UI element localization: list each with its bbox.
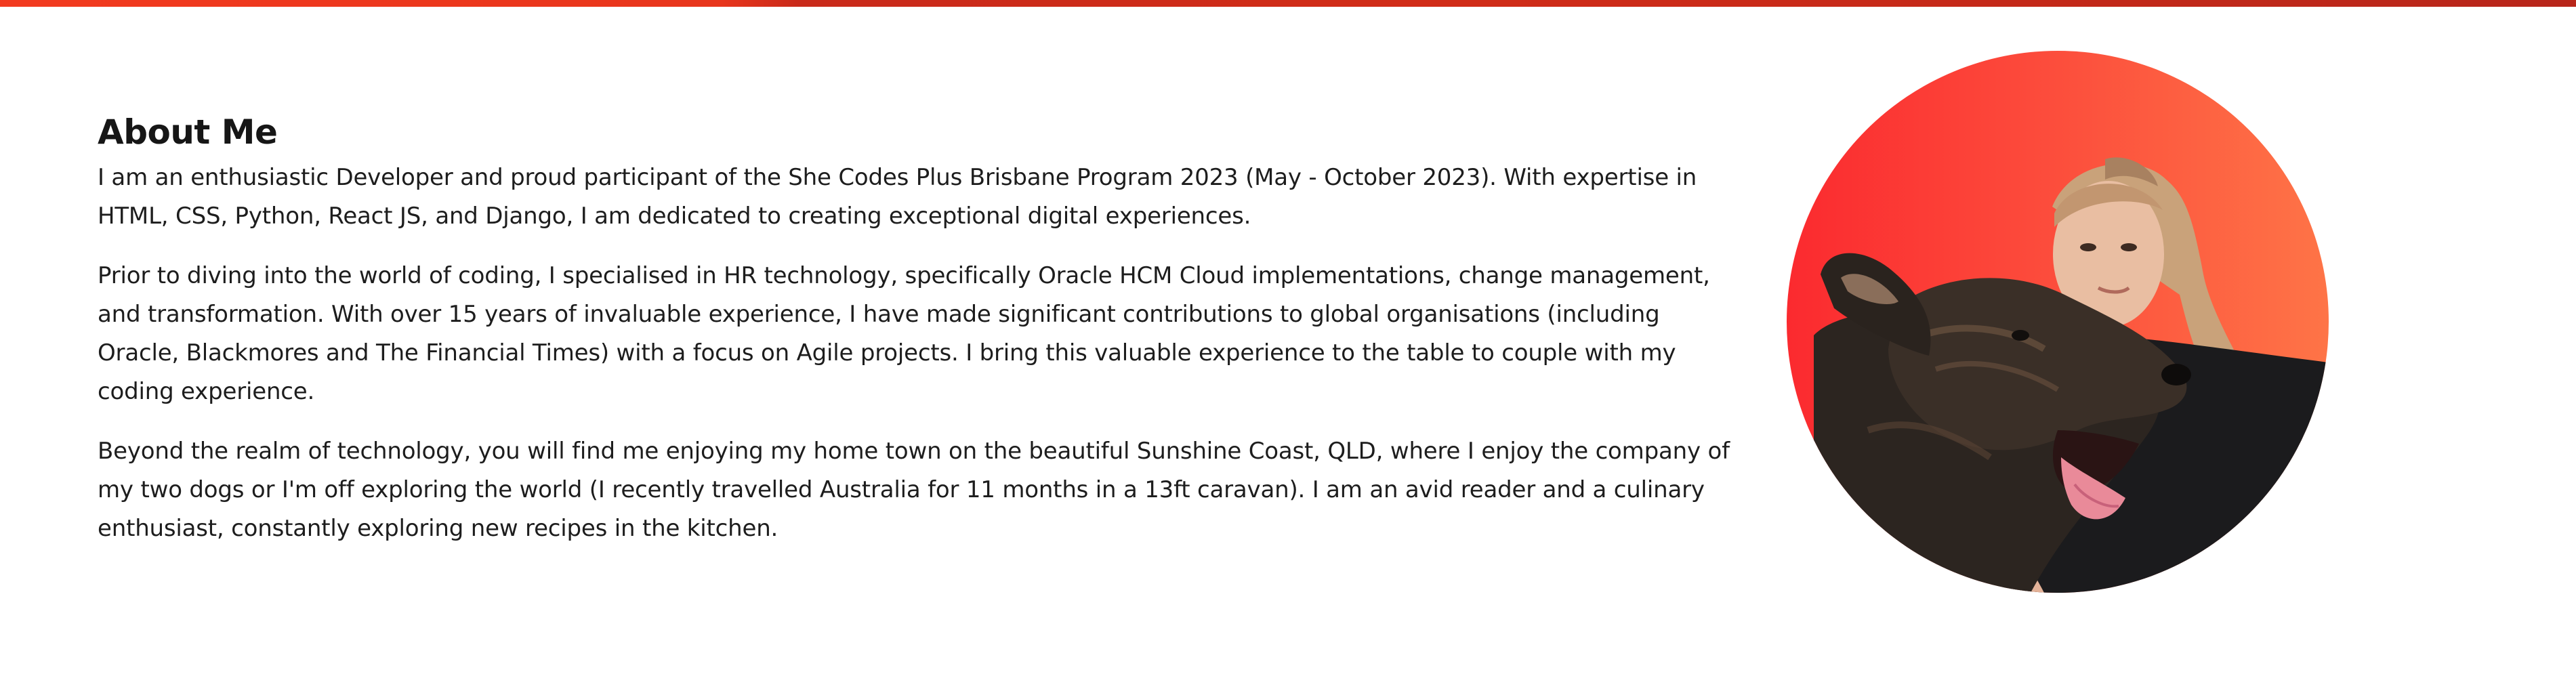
about-heading: About Me	[98, 112, 278, 152]
about-text-column: About Me I am an enthusiastic Developer …	[98, 108, 1744, 569]
profile-photo	[1787, 51, 2329, 593]
about-paragraph-1: I am an enthusiastic Developer and proud…	[98, 164, 1697, 230]
about-paragraph-3: Beyond the realm of technology, you will…	[98, 438, 1730, 542]
about-paragraph-2: Prior to diving into the world of coding…	[98, 262, 1710, 405]
portrait-with-dog-photo-icon	[1787, 157, 2329, 593]
top-accent-bar	[0, 0, 2576, 7]
